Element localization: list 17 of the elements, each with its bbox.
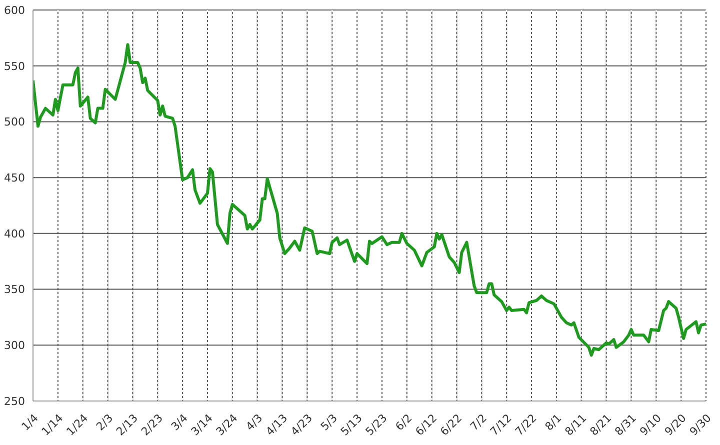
y-tick-label: 400 xyxy=(4,227,25,240)
line-series xyxy=(33,43,706,357)
y-tick-label: 450 xyxy=(4,171,25,184)
y-tick-label: 600 xyxy=(4,4,25,17)
x-tick-label: 7/2 xyxy=(468,412,490,434)
x-tick-label: 1/4 xyxy=(19,412,41,434)
x-tick-label: 2/3 xyxy=(94,412,116,434)
y-tick-label: 250 xyxy=(4,394,25,408)
y-tick-label: 550 xyxy=(4,60,25,73)
y-tick-label: 350 xyxy=(4,283,25,296)
x-tick-label: 8/1 xyxy=(542,412,564,434)
x-tick-label: 3/4 xyxy=(168,412,190,434)
x-tick-label: 6/2 xyxy=(392,412,415,434)
x-tick-label: 5/3 xyxy=(318,412,340,434)
x-tick-label: 4/3 xyxy=(243,412,266,434)
y-tick-label: 500 xyxy=(4,116,25,129)
y-tick-label: 300 xyxy=(4,339,25,352)
